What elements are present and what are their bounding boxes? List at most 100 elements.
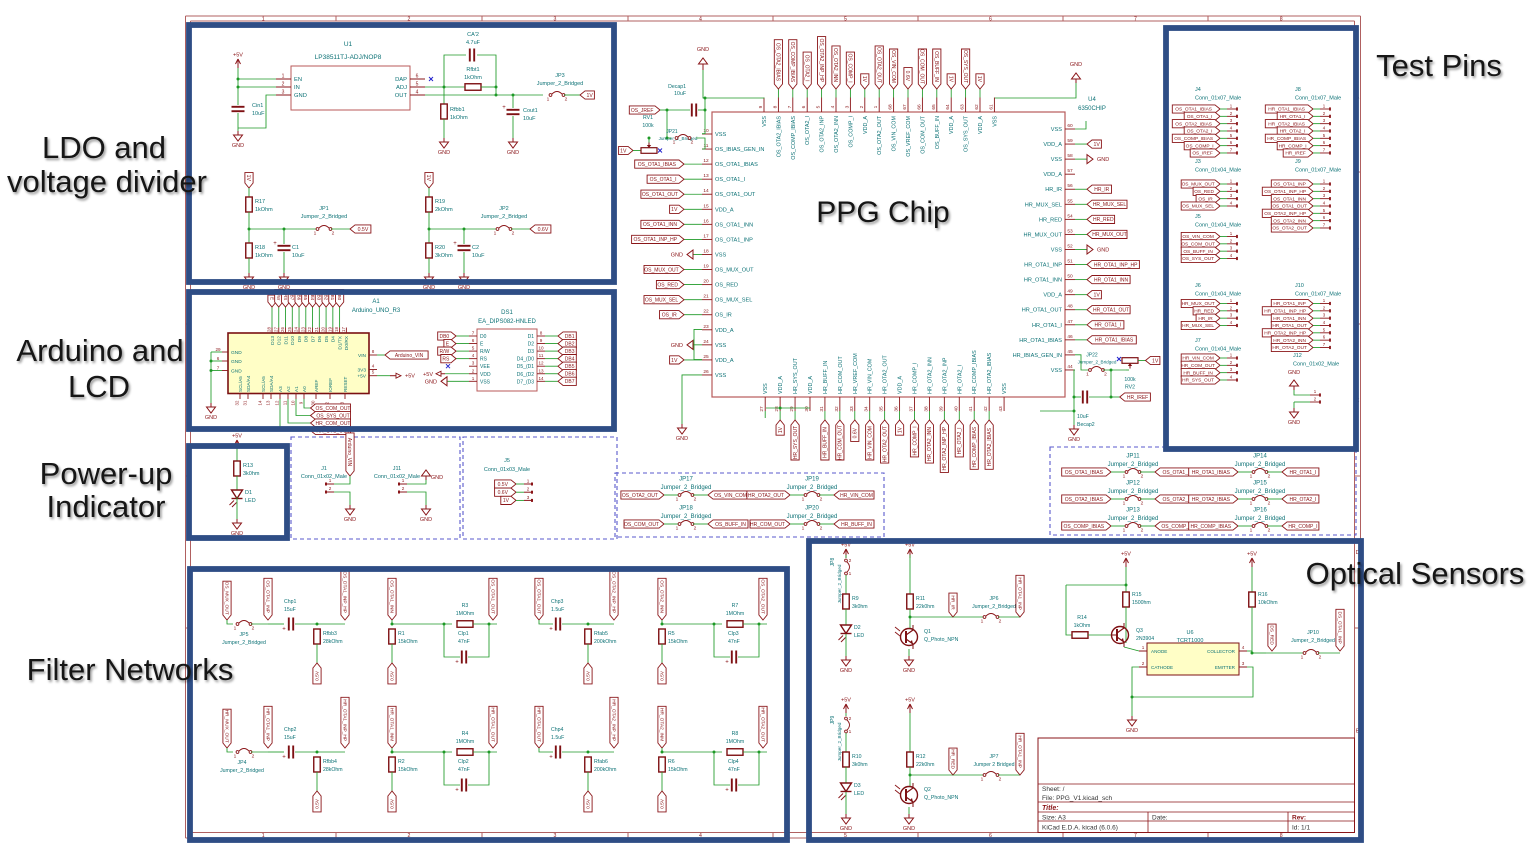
svg-text:RS: RS — [480, 357, 488, 363]
svg-text:HR_BUFF_IN: HR_BUFF_IN — [823, 361, 829, 394]
svg-text:1V: 1V — [1152, 358, 1159, 364]
svg-text:38: 38 — [923, 406, 929, 412]
svg-text:Sheet: /: Sheet: / — [1042, 786, 1065, 793]
svg-text:3V3: 3V3 — [357, 368, 366, 374]
svg-text:VDD_A: VDD_A — [808, 376, 814, 394]
svg-text:1V: 1V — [1094, 142, 1101, 148]
svg-text:Rfbt1: Rfbt1 — [466, 67, 479, 73]
svg-text:HR_OTA1_INP: HR_OTA1_INP — [264, 708, 270, 740]
svg-text:3: 3 — [1230, 118, 1233, 123]
svg-text:D2: D2 — [854, 625, 861, 631]
svg-text:31: 31 — [243, 400, 248, 405]
svg-text:R7: R7 — [732, 603, 739, 609]
svg-text:HR_OTA1_INP_HP: HR_OTA1_INP_HP — [1264, 309, 1306, 315]
svg-text:4: 4 — [1230, 253, 1233, 258]
svg-text:10uF: 10uF — [674, 91, 686, 97]
svg-text:E: E — [269, 297, 274, 300]
svg-text:42: 42 — [983, 406, 989, 412]
svg-text:GND: GND — [420, 517, 432, 523]
svg-text:D7_(D3: D7_(D3 — [517, 379, 534, 385]
svg-text:OS_COM_OUT: OS_COM_OUT — [315, 406, 350, 412]
svg-text:OS_COMP_I: OS_COMP_I — [1186, 143, 1214, 149]
svg-text:OS_OTA2_OUT: OS_OTA2_OUT — [875, 47, 881, 83]
svg-text:3: 3 — [554, 833, 557, 839]
svg-text:GND: GND — [294, 93, 307, 99]
svg-text:IN: IN — [294, 85, 300, 91]
svg-text:2: 2 — [1141, 501, 1144, 507]
svg-text:1V: 1V — [1094, 293, 1101, 299]
svg-text:2: 2 — [1319, 655, 1322, 661]
svg-text:J5: J5 — [504, 458, 510, 464]
svg-text:3: 3 — [1323, 118, 1326, 123]
svg-text:3: 3 — [844, 105, 850, 108]
svg-text:Conn_01x04_Male: Conn_01x04_Male — [1195, 347, 1241, 353]
svg-text:Conn_01x07_Male: Conn_01x07_Male — [1295, 96, 1341, 102]
svg-text:1: 1 — [1142, 645, 1145, 650]
svg-text:DB2: DB2 — [323, 291, 328, 300]
svg-text:1.5uF: 1.5uF — [551, 607, 564, 613]
svg-text:14: 14 — [538, 376, 544, 381]
svg-text:Clp2: Clp2 — [458, 759, 469, 765]
svg-text:59: 59 — [1067, 138, 1073, 144]
svg-text:3: 3 — [527, 495, 530, 500]
svg-text:1kOhm: 1kOhm — [450, 115, 468, 121]
svg-text:HR_BUFF_IN: HR_BUFF_IN — [841, 522, 872, 528]
svg-text:OS_OTA2_INN: OS_OTA2_INN — [658, 580, 664, 613]
svg-text:VDD: VDD — [480, 372, 491, 378]
svg-text:OS_MUX_OUT: OS_MUX_OUT — [715, 268, 754, 274]
svg-text:2: 2 — [1142, 661, 1145, 666]
svg-text:0.6V: 0.6V — [904, 71, 910, 82]
svg-text:U6: U6 — [1186, 630, 1193, 636]
svg-text:4: 4 — [830, 105, 836, 108]
svg-text:1: 1 — [873, 105, 879, 108]
svg-text:1V: 1V — [245, 175, 251, 182]
svg-text:Conn_01x04_Male: Conn_01x04_Male — [1195, 223, 1241, 229]
svg-text:VSS: VSS — [715, 343, 726, 349]
svg-text:1: 1 — [676, 526, 679, 532]
svg-text:OS_COMP_I: OS_COMP_I — [848, 116, 854, 147]
svg-text:Rfbb1: Rfbb1 — [450, 107, 465, 113]
svg-text:E: E — [1356, 728, 1360, 734]
svg-text:U4: U4 — [1088, 97, 1096, 103]
svg-text:D8: D8 — [304, 336, 310, 342]
svg-text:DB7: DB7 — [565, 379, 575, 385]
svg-text:RS: RS — [442, 356, 450, 362]
svg-text:10: 10 — [291, 400, 296, 405]
svg-text:OS_OTA2_I: OS_OTA2_I — [803, 55, 809, 82]
svg-text:HR_VIN_COM: HR_VIN_COM — [868, 426, 874, 459]
svg-text:+: + — [282, 627, 286, 633]
svg-text:J7: J7 — [1195, 338, 1201, 344]
svg-text:44: 44 — [1067, 364, 1073, 370]
svg-text:26: 26 — [703, 369, 709, 375]
svg-text:2: 2 — [252, 626, 255, 632]
svg-text:7: 7 — [1134, 833, 1137, 839]
svg-text:9: 9 — [758, 105, 764, 108]
svg-text:2: 2 — [325, 401, 330, 404]
svg-text:4: 4 — [1323, 125, 1326, 130]
svg-text:+: + — [273, 241, 277, 247]
svg-text:OS_MUX_SEL: OS_MUX_SEL — [715, 298, 752, 304]
svg-text:1V: 1V — [425, 175, 431, 182]
svg-text:16: 16 — [703, 218, 709, 224]
svg-text:HR_OTA1_IBIAS: HR_OTA1_IBIAS — [1268, 107, 1305, 113]
svg-text:HR_IREF: HR_IREF — [1285, 151, 1306, 157]
svg-text:26: 26 — [280, 327, 285, 332]
svg-text:D0/RX: D0/RX — [344, 335, 350, 350]
svg-text:HR_IR: HR_IR — [1094, 187, 1109, 193]
svg-text:6350CHIP: 6350CHIP — [1078, 106, 1106, 112]
svg-text:2: 2 — [694, 497, 697, 503]
svg-text:GND: GND — [903, 668, 915, 674]
svg-text:OS_OTA2_IBIAS: OS_OTA2_IBIAS — [1175, 121, 1212, 127]
svg-text:HR_OTA2_INN: HR_OTA2_INN — [1273, 338, 1306, 344]
svg-text:1: 1 — [1250, 474, 1253, 480]
svg-text:2: 2 — [1230, 238, 1233, 243]
svg-text:JP19: JP19 — [805, 477, 819, 483]
svg-text:1: 1 — [494, 231, 497, 237]
svg-text:EA_DIPS082-HNLED: EA_DIPS082-HNLED — [478, 319, 536, 325]
svg-text:2: 2 — [1141, 528, 1144, 534]
svg-text:HR_BUFF_IN: HR_BUFF_IN — [1183, 370, 1213, 376]
svg-text:R5: R5 — [668, 631, 675, 637]
svg-text:2: 2 — [1104, 372, 1107, 378]
svg-text:Conn_01x04_Male: Conn_01x04_Male — [1195, 168, 1241, 174]
svg-text:Becap2: Becap2 — [1077, 422, 1095, 428]
